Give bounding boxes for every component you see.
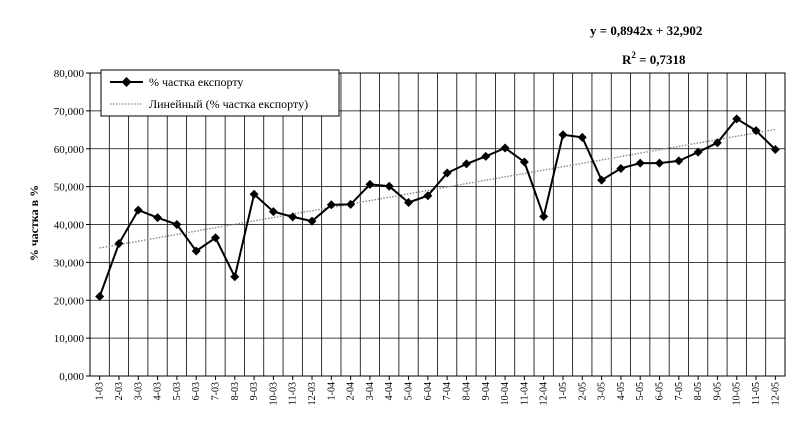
data-point xyxy=(539,212,549,222)
y-tick-label: 60,000 xyxy=(54,144,85,156)
data-point xyxy=(288,212,298,222)
data-point xyxy=(153,213,163,223)
data-point xyxy=(461,159,471,169)
x-tick-label: 9-05 xyxy=(712,382,723,400)
x-tick-label: 2-04 xyxy=(346,382,357,400)
x-tick-label: 12-05 xyxy=(770,382,781,405)
data-point xyxy=(404,198,414,208)
x-tick-label: 7-03 xyxy=(210,382,221,400)
x-tick-label: 10-05 xyxy=(732,382,743,405)
x-tick-label: 1-04 xyxy=(326,382,337,400)
data-point xyxy=(770,145,780,155)
x-tick-label: 8-03 xyxy=(230,382,241,400)
x-tick-label: 2-05 xyxy=(577,382,588,400)
y-tick-label: 50,000 xyxy=(54,182,85,194)
x-tick-label: 12-04 xyxy=(539,382,550,405)
x-tick-label: 1-03 xyxy=(95,382,106,400)
trendline xyxy=(99,128,776,249)
r2-superscript: 2 xyxy=(631,50,636,60)
data-point xyxy=(519,157,529,167)
y-tick-label: 30,000 xyxy=(54,257,85,269)
x-tick-label: 7-04 xyxy=(442,382,453,400)
x-tick-label: 12-03 xyxy=(307,382,318,405)
x-tick-labels: 1-03 2-03 3-03 4-03 5-03 6-03 7-03 8-03 9-03 10-0… xyxy=(95,376,781,405)
x-tick-label: 3-05 xyxy=(597,382,608,400)
x-tick-label: 11-05 xyxy=(751,382,762,405)
x-tick-label: 11-03 xyxy=(288,382,299,405)
data-point xyxy=(191,246,201,256)
data-point xyxy=(114,238,124,248)
data-point xyxy=(751,126,761,136)
y-tick-label: 20,000 xyxy=(54,295,85,307)
data-point xyxy=(616,163,626,173)
data-point xyxy=(500,143,510,153)
x-tick-label: 5-05 xyxy=(635,382,646,400)
data-point xyxy=(365,179,375,189)
data-point xyxy=(558,130,568,140)
x-tick-label: 5-03 xyxy=(172,382,183,400)
legend-box xyxy=(100,69,340,117)
x-tick-label: 8-05 xyxy=(693,382,704,400)
x-tick-label: 10-04 xyxy=(500,382,511,405)
data-point xyxy=(693,147,703,157)
data-point xyxy=(95,291,105,301)
data-point xyxy=(732,114,742,124)
data-point xyxy=(481,151,491,161)
x-tick-label: 6-04 xyxy=(423,382,434,400)
data-point xyxy=(307,216,317,226)
x-tick-label: 4-03 xyxy=(153,382,164,400)
x-tick-label: 3-03 xyxy=(133,382,144,400)
legend-trend-label: Линейный (% частка експорту) xyxy=(149,97,308,111)
legend-series-label: % частка експорту xyxy=(149,75,243,89)
trend-equation: y = 0,8942x + 32,902 xyxy=(590,23,702,38)
x-tick-label: 7-05 xyxy=(674,382,685,400)
x-tick-label: 2-03 xyxy=(114,382,125,400)
data-point xyxy=(577,132,587,142)
x-tick-label: 6-05 xyxy=(655,382,666,400)
data-point xyxy=(442,168,452,178)
y-axis-label: % частка в % xyxy=(27,185,41,261)
x-tick-label: 4-04 xyxy=(384,382,395,400)
x-tick-label: 5-04 xyxy=(404,382,415,400)
data-point xyxy=(268,207,278,217)
data-point xyxy=(597,175,607,185)
trendline-layer xyxy=(99,128,776,249)
data-point xyxy=(712,138,722,148)
legend: % частка експорту Линейный (% частка екс… xyxy=(100,69,340,117)
data-point xyxy=(674,156,684,166)
r2-prefix: R xyxy=(622,52,632,67)
x-tick-label: 6-03 xyxy=(191,382,202,400)
y-tick-label: 80,000 xyxy=(54,68,85,80)
data-point xyxy=(346,199,356,209)
series-layer xyxy=(95,114,780,301)
trend-r-squared: R2 = 0,7318 xyxy=(622,50,686,67)
x-tick-label: 8-04 xyxy=(461,382,472,400)
y-tick-label: 0,000 xyxy=(59,371,84,383)
data-point xyxy=(655,158,665,168)
legend-series-marker xyxy=(121,77,132,87)
y-tick-labels: 0,000 10,000 20,000 30,000 40,000 50,000 60,00… xyxy=(54,68,90,383)
x-tick-label: 1-05 xyxy=(558,382,569,400)
data-point xyxy=(133,205,143,215)
x-tick-label: 11-04 xyxy=(519,382,530,405)
x-tick-label: 10-03 xyxy=(268,382,279,405)
data-point xyxy=(326,200,336,210)
data-point xyxy=(172,220,182,229)
y-tick-label: 40,000 xyxy=(54,220,85,232)
data-point xyxy=(230,272,240,282)
data-point xyxy=(210,233,220,243)
x-tick-label: 4-05 xyxy=(616,382,627,400)
data-point xyxy=(249,189,259,199)
data-point xyxy=(635,158,645,168)
x-tick-label: 3-04 xyxy=(365,382,376,400)
x-tick-label: 9-03 xyxy=(249,382,260,400)
data-point xyxy=(384,181,394,191)
y-tick-label: 70,000 xyxy=(54,106,85,118)
r2-value: = 0,7318 xyxy=(636,52,686,67)
data-point xyxy=(423,191,433,201)
x-tick-label: 9-04 xyxy=(481,382,492,400)
grid xyxy=(90,73,785,376)
y-tick-label: 10,000 xyxy=(54,333,85,345)
